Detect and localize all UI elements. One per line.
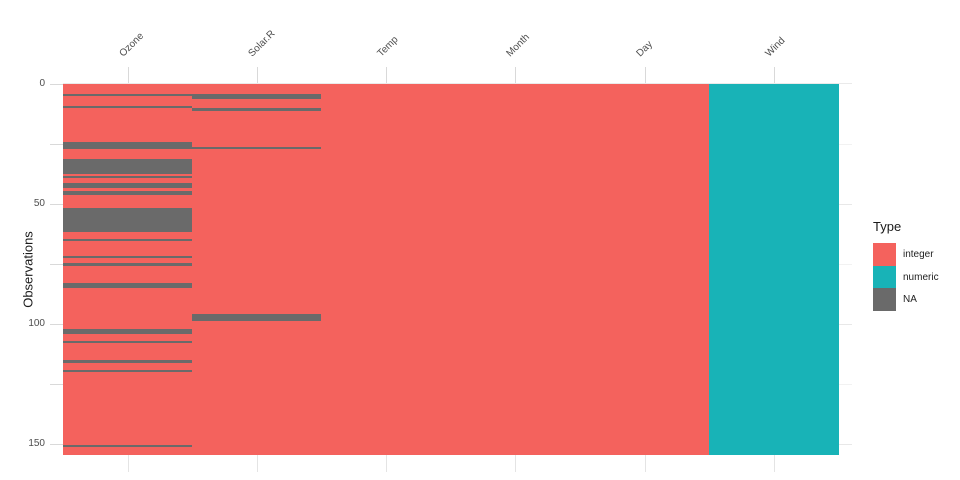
y-tick-150 — [50, 443, 63, 445]
x-tick-bottom-wind — [773, 455, 775, 472]
na-stripe-ozone-102 — [63, 328, 193, 334]
legend-swatch-na — [873, 288, 896, 312]
y-tick-label-100: 100 — [28, 317, 45, 329]
na-stripe-ozone-10 — [63, 105, 193, 109]
legend-item-na: NA — [873, 288, 958, 312]
column-tile-month — [450, 84, 581, 455]
y-tick-label-50: 50 — [33, 197, 45, 209]
y-minor-tick-125 — [50, 383, 63, 385]
legend-title: Type — [873, 219, 902, 234]
gridline-stub-25 — [838, 143, 852, 145]
gridline-stub-125 — [838, 383, 852, 385]
column-tile-ozone — [63, 84, 193, 455]
legend-swatch-integer — [873, 243, 896, 266]
x-tick-top-solar-r — [256, 67, 258, 83]
na-stripe-ozone-83 — [63, 282, 193, 288]
x-tick-top-temp — [386, 67, 387, 83]
y-tick-50 — [50, 203, 63, 205]
column-tile-day — [579, 84, 710, 455]
na-stripe-ozone-150 — [63, 445, 193, 448]
legend-item-numeric: numeric — [873, 265, 958, 289]
na-stripe-solar-r-5 — [192, 93, 322, 99]
na-stripe-ozone-75 — [63, 263, 193, 266]
y-tick-label-150: 150 — [28, 437, 45, 449]
na-stripe-ozone-115 — [63, 360, 193, 363]
x-tick-top-day — [644, 67, 646, 83]
legend-items: integer numeric NA — [873, 243, 958, 312]
legend-swatch-numeric — [873, 265, 896, 289]
x-tick-bottom-solar-r — [256, 455, 258, 472]
x-tick-bottom-day — [644, 455, 646, 472]
gridline-stub-150 — [838, 443, 852, 445]
gridline-stub-75 — [838, 263, 852, 265]
na-stripe-solar-r-27 — [192, 146, 322, 150]
na-stripe-ozone-65 — [63, 239, 193, 242]
na-stripe-ozone-32 — [63, 159, 193, 174]
x-axis-label-wind: Wind — [763, 35, 788, 60]
na-stripe-ozone-107 — [63, 340, 193, 344]
na-stripe-ozone-119 — [63, 369, 193, 373]
x-tick-bottom-temp — [386, 455, 387, 472]
x-axis-label-temp: Temp — [375, 34, 401, 60]
x-axis-label-solar-r: Solar.R — [246, 28, 278, 60]
column-tile-wind — [709, 84, 839, 455]
x-tick-top-wind — [773, 67, 775, 83]
na-stripe-ozone-52 — [63, 207, 193, 232]
na-stripe-ozone-42 — [63, 183, 193, 189]
x-tick-top-month — [515, 67, 517, 83]
x-tick-bottom-month — [515, 455, 517, 472]
legend-label-na: NA — [903, 294, 917, 306]
gridline-stub-100 — [838, 323, 852, 325]
na-stripe-ozone-39 — [63, 176, 193, 179]
na-stripe-solar-r-96 — [192, 314, 322, 322]
na-stripe-ozone-72 — [63, 256, 193, 259]
legend-item-integer: integer — [873, 243, 958, 266]
x-tick-top-ozone — [127, 67, 129, 83]
na-stripe-solar-r-11 — [192, 108, 322, 111]
y-tick-label-0: 0 — [39, 77, 45, 89]
panel-top-border — [63, 83, 852, 84]
na-stripe-ozone-25 — [63, 142, 193, 150]
column-tile-solar-r — [192, 84, 322, 455]
x-axis-label-month: Month — [504, 31, 533, 60]
na-stripe-ozone-5 — [63, 93, 193, 97]
x-axis-label-ozone: Ozone — [117, 30, 146, 60]
y-tick-100 — [50, 323, 63, 325]
na-stripe-ozone-45 — [63, 190, 193, 196]
x-tick-bottom-ozone — [127, 455, 129, 472]
y-tick-0 — [50, 83, 63, 85]
legend: Type integer numeric NA — [873, 219, 958, 312]
legend-label-integer: integer — [903, 248, 934, 260]
legend-label-numeric: numeric — [903, 271, 939, 283]
x-axis-label-day: Day — [634, 38, 655, 60]
y-minor-tick-25 — [50, 143, 63, 145]
y-minor-tick-75 — [50, 263, 63, 265]
gridline-stub-50 — [838, 203, 852, 205]
column-tile-temp — [321, 84, 452, 455]
